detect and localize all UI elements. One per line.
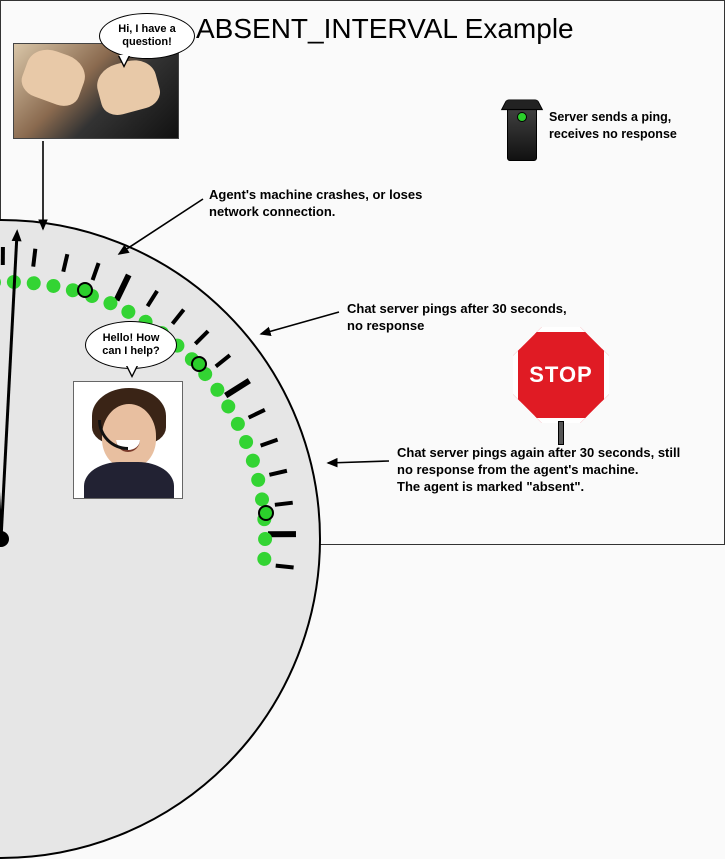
server-legend-text: Server sends a ping, receives no respons… (549, 109, 677, 143)
server-legend-line2: receives no response (549, 127, 677, 141)
ping-dot (237, 433, 255, 451)
clock-tick (194, 330, 210, 346)
clock-tick (275, 501, 293, 507)
clock-tick (215, 354, 232, 368)
annotation-crash: Agent's machine crashes, or loses networ… (209, 187, 422, 221)
agent-photo (73, 381, 183, 499)
clock-tick (260, 438, 278, 448)
clock-tick (171, 308, 185, 325)
ping-dot (45, 278, 62, 295)
clock-tick (275, 564, 293, 570)
stop-sign-icon: STOP (513, 327, 609, 423)
annotation-ping60-line1: Chat server pings again after 30 seconds… (397, 445, 680, 460)
annotation-ping30-line1: Chat server pings after 30 seconds, (347, 301, 567, 316)
event-marker (77, 282, 93, 298)
customer-bubble-text: Hi, I have a question! (110, 23, 184, 49)
annotation-crash-line1: Agent's machine crashes, or loses (209, 187, 422, 202)
agent-bubble-text: Hello! How can I help? (96, 332, 166, 358)
ping-dot (258, 532, 272, 546)
event-marker (258, 505, 274, 521)
annotation-ping60: Chat server pings again after 30 seconds… (397, 445, 680, 496)
stop-sign-pole (558, 421, 564, 445)
server-light-icon (517, 112, 527, 122)
annotation-crash-line2: network connection. (209, 204, 335, 219)
customer-speech-bubble: Hi, I have a question! (99, 13, 195, 59)
clock-tick (268, 531, 296, 537)
server-legend-line1: Server sends a ping, (549, 110, 671, 124)
clock-tick (269, 469, 287, 477)
ping-dot (26, 275, 42, 291)
agent-speech-bubble: Hello! How can I help? (85, 321, 177, 369)
clock-tick (224, 378, 251, 398)
clock-hand-arrow (12, 229, 23, 242)
clock-dial (0, 219, 321, 859)
clock-tick (114, 274, 132, 302)
page-title: ABSENT_INTERVAL Example (196, 13, 574, 45)
clock-tick (146, 290, 159, 307)
ping-dot (119, 302, 138, 321)
clock-tick (248, 408, 266, 419)
ping-dot (229, 415, 248, 434)
ping-dot (0, 275, 1, 289)
clock-tick (61, 254, 69, 272)
ping-dot (250, 472, 267, 489)
stop-sign-label: STOP (529, 362, 593, 388)
annotation-ping30-line2: no response (347, 318, 424, 333)
annotation-ping60-line2: no response from the agent's machine. (397, 462, 638, 477)
clock-tick (91, 262, 101, 280)
ping-dot (244, 452, 261, 469)
server-icon (507, 103, 537, 161)
clock-tick (31, 249, 37, 267)
clock-tick (1, 247, 5, 265)
annotation-ping60-line3: The agent is marked "absent". (397, 479, 584, 494)
ping-dot (208, 380, 227, 399)
ping-dot (219, 397, 238, 416)
ping-dot (257, 551, 272, 566)
